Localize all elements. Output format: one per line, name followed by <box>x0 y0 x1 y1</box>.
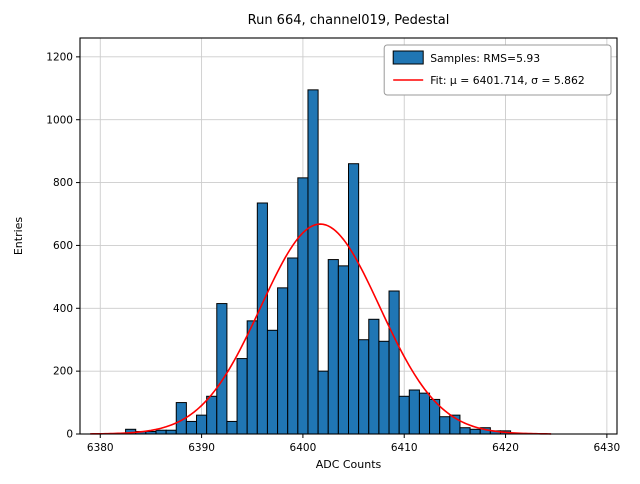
y-tick-label: 1000 <box>46 114 73 126</box>
histogram-bar <box>307 89 319 435</box>
legend-entry-label: Fit: μ = 6401.714, σ = 5.862 <box>430 74 585 87</box>
histogram-bar <box>378 340 390 435</box>
legend-samples-swatch <box>392 50 424 65</box>
histogram-bar <box>266 329 279 435</box>
histogram-bar <box>398 395 410 435</box>
y-tick-label: 1200 <box>46 51 73 63</box>
x-tick-label: 6400 <box>290 442 317 454</box>
histogram-bar <box>408 389 420 435</box>
x-tick-label: 6420 <box>492 442 519 454</box>
x-tick-label: 6410 <box>391 442 418 454</box>
histogram-bar <box>196 414 208 435</box>
y-tick-label: 0 <box>66 429 73 441</box>
histogram-bar <box>277 287 289 435</box>
histogram-bar <box>459 427 471 435</box>
histogram-bar <box>256 202 268 435</box>
legend-entry-label: Samples: RMS=5.93 <box>430 52 540 65</box>
histogram-bar <box>165 429 177 435</box>
histogram-bar <box>418 392 431 435</box>
histogram-bar <box>287 257 299 435</box>
x-tick-label: 6390 <box>188 442 215 454</box>
x-tick-label: 6430 <box>594 442 621 454</box>
histogram-bar <box>327 259 339 435</box>
legend-box <box>383 44 612 96</box>
histogram-bar <box>246 320 258 435</box>
x-tick-label: 6380 <box>87 442 114 454</box>
histogram-bar <box>226 420 238 435</box>
fit-curve <box>90 223 552 435</box>
histogram-bar <box>388 290 400 435</box>
histogram-bar <box>206 395 218 435</box>
histogram-bar <box>185 420 198 435</box>
histogram-bar <box>439 416 451 435</box>
histogram-bar <box>337 265 349 435</box>
y-tick-label: 200 <box>53 366 73 378</box>
histogram-bar <box>317 370 329 435</box>
y-tick-label: 400 <box>53 303 73 315</box>
y-tick-label: 800 <box>53 177 73 189</box>
axes-spines <box>79 37 618 435</box>
histogram-bar <box>348 163 360 435</box>
x-axis-label: ADC Counts <box>316 458 382 471</box>
histogram-bar <box>236 358 248 435</box>
histogram-bar <box>155 429 167 435</box>
y-tick-label: 600 <box>53 240 73 252</box>
histogram-bar <box>216 303 228 435</box>
histogram-bar <box>368 318 380 435</box>
chart-title: Run 664, channel019, Pedestal <box>248 13 450 28</box>
histogram-bar <box>358 339 370 435</box>
histogram-bar <box>469 428 481 435</box>
histogram-bar <box>297 177 309 435</box>
y-axis-label: Entries <box>12 217 25 256</box>
